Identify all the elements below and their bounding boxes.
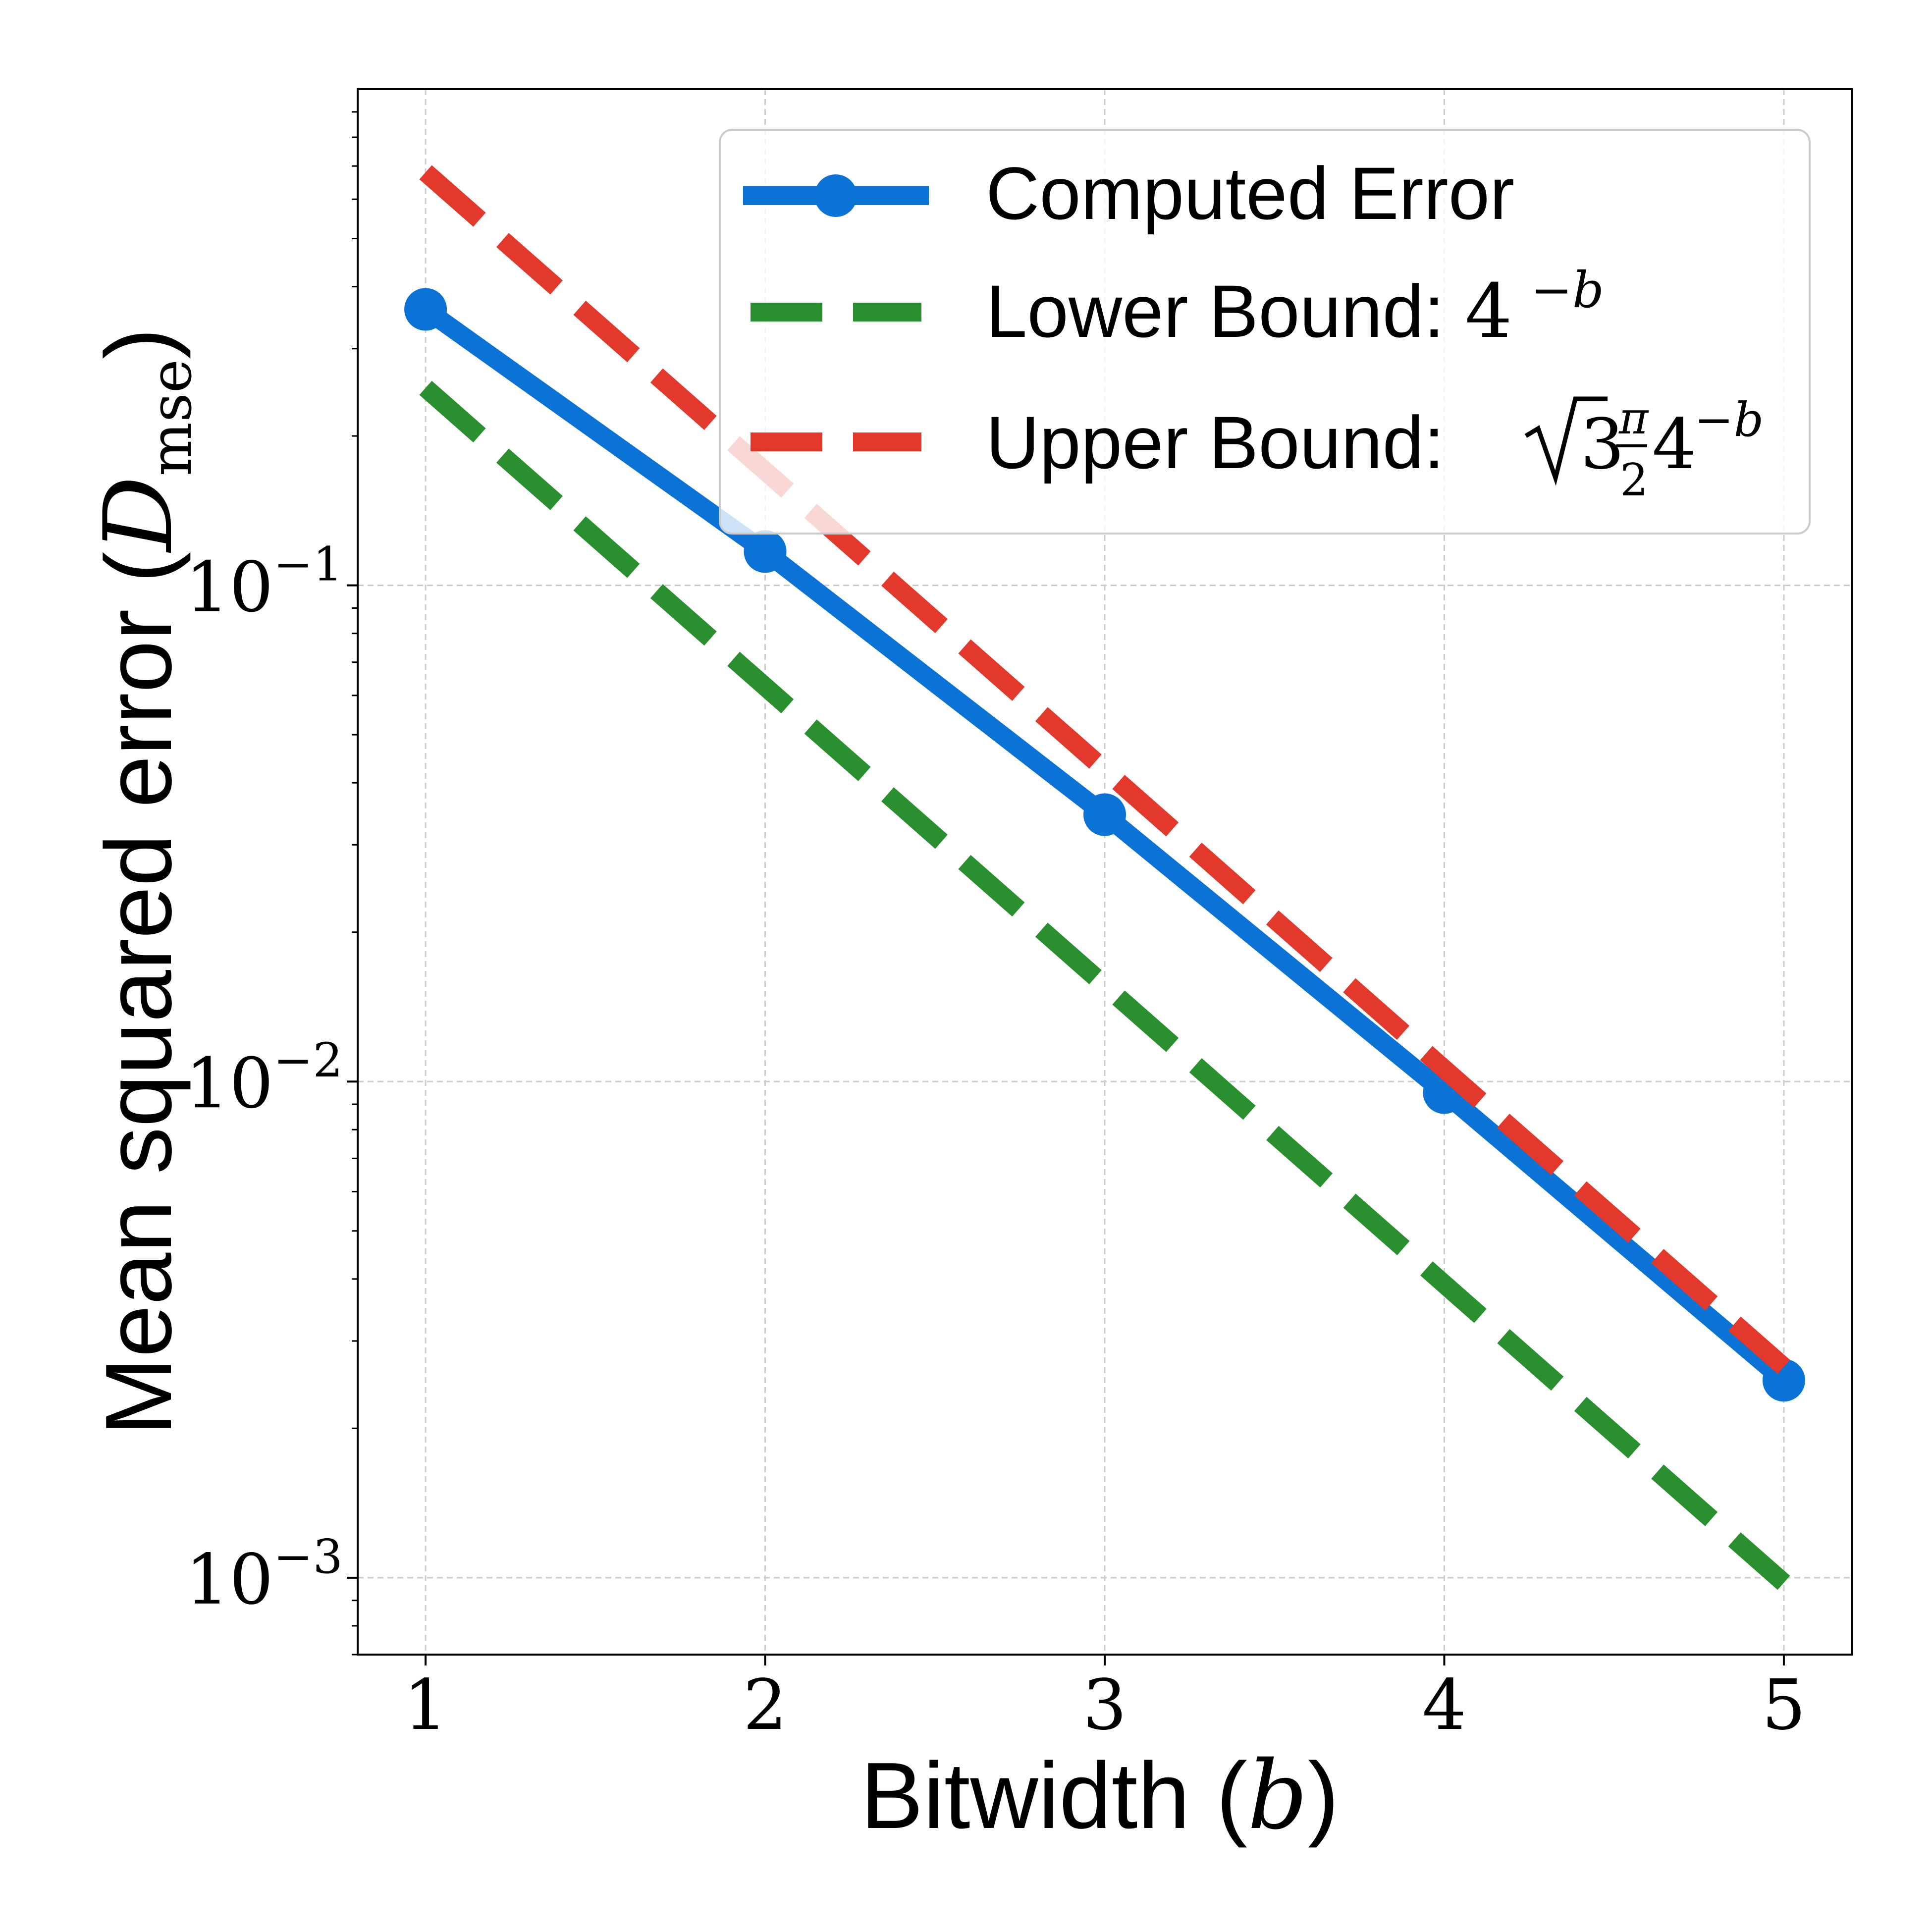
legend-marker-computed-error	[814, 174, 857, 217]
fraction-numerator: π	[1618, 392, 1649, 444]
data-point	[404, 288, 447, 331]
legend-label-upper-bound: Upper Bound:	[986, 401, 1445, 484]
x-tick-label: 5	[1762, 1665, 1806, 1746]
y-axis-label-var: D	[84, 476, 193, 553]
y-tick-label: 10−3	[185, 1530, 343, 1620]
legend-label-computed-error: Computed Error	[986, 152, 1514, 235]
x-tick-label: 1	[404, 1665, 448, 1746]
legend-lower-bound-text: Lower Bound:	[986, 269, 1465, 353]
axis-ticks: 1 2 3 4 5 10−1 10−2 10−3	[185, 111, 1806, 1746]
x-tick-label: 2	[743, 1665, 787, 1746]
plot-frame	[357, 88, 1853, 1656]
fraction-denominator: 2	[1620, 454, 1648, 506]
legend-label-lower-bound: Lower Bound: 4 −b	[986, 261, 1604, 355]
y-axis-label: Mean squared error (Dmse)	[84, 328, 205, 1436]
x-axis-label: Bitwidth (b)	[860, 1741, 1339, 1850]
x-tick-label: 3	[1082, 1665, 1127, 1746]
y-tick-label: 10−2	[185, 1033, 343, 1124]
upper-bound-exponent: −b	[1694, 393, 1764, 447]
y-axis-label-sub: mse	[138, 359, 205, 476]
x-axis-label-close: )	[1308, 1743, 1339, 1848]
series-layer	[404, 165, 1805, 1590]
sqrt-sign	[1524, 396, 1608, 486]
legend-upper-bound-formula: 3 π 2 4 −b	[1524, 392, 1764, 506]
x-axis-label-text: Bitwidth (	[860, 1743, 1247, 1848]
data-point	[744, 530, 787, 573]
data-point	[1083, 793, 1126, 836]
y-tick-label: 10−1	[185, 537, 343, 628]
x-tick-label: 4	[1422, 1665, 1466, 1746]
y-axis-label-text: Mean squared error (	[86, 552, 191, 1436]
legend: Computed Error Lower Bound: 4 −b Upper B…	[719, 129, 1811, 535]
legend-lower-bound-math: 4	[1465, 268, 1512, 355]
legend-lower-bound-exponent: −b	[1531, 261, 1604, 319]
y-axis-label-close: )	[86, 328, 191, 359]
legend-box	[719, 129, 1811, 535]
x-axis-label-var: b	[1247, 1741, 1308, 1850]
upper-bound-base: 4	[1652, 404, 1696, 485]
